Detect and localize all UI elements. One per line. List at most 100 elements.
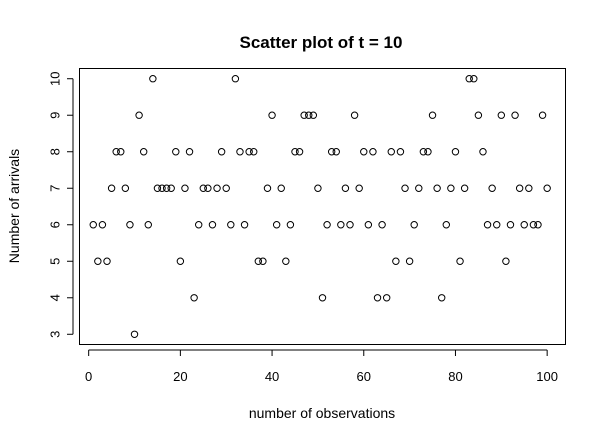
data-point <box>291 148 299 156</box>
data-point <box>438 294 446 302</box>
x-tick-label: 0 <box>85 369 92 384</box>
data-point <box>346 221 354 229</box>
data-point <box>272 221 281 229</box>
data-point <box>520 221 528 229</box>
data-point <box>538 111 547 119</box>
y-tick-label: 9 <box>48 112 63 119</box>
data-point <box>263 184 272 192</box>
x-tick-label: 20 <box>173 369 187 384</box>
data-point <box>277 184 285 192</box>
data-point <box>493 221 501 229</box>
y-axis-label: Number of arrivals <box>6 149 22 263</box>
data-point <box>447 184 455 192</box>
data-point <box>341 184 350 192</box>
data-point <box>259 257 267 265</box>
x-tick-label: 60 <box>357 369 371 384</box>
data-point <box>236 148 244 156</box>
data-point <box>121 184 130 192</box>
data-point <box>208 221 217 229</box>
data-point <box>515 184 524 192</box>
data-point <box>94 257 102 265</box>
y-axis: 3 4 5 6 7 8 9 10 <box>48 71 74 338</box>
y-tick-label: 3 <box>48 331 63 338</box>
chart-title: Scatter plot of t = 10 <box>240 33 403 52</box>
data-point <box>117 148 125 156</box>
data-point <box>250 148 258 156</box>
data-point <box>442 221 450 229</box>
x-axis-label: number of observations <box>249 405 395 421</box>
data-point <box>502 257 510 265</box>
y-tick-label: 10 <box>48 71 63 85</box>
data-point <box>295 148 304 156</box>
data-point <box>474 111 483 119</box>
data-points <box>89 75 551 338</box>
x-tick-label: 40 <box>265 369 279 384</box>
data-point <box>227 221 235 229</box>
data-point <box>511 111 519 119</box>
data-point <box>139 148 148 156</box>
data-point <box>373 294 382 302</box>
data-point <box>488 184 496 192</box>
data-point <box>415 184 423 192</box>
data-point <box>130 330 139 338</box>
data-point <box>172 148 180 156</box>
data-point <box>282 257 290 265</box>
data-point <box>185 148 194 156</box>
data-point <box>204 184 212 192</box>
data-point <box>231 75 240 83</box>
data-point <box>158 184 166 192</box>
data-point <box>199 184 207 192</box>
data-point <box>355 184 363 192</box>
data-point <box>433 184 441 192</box>
data-point <box>305 111 313 119</box>
data-point <box>103 257 111 265</box>
data-point <box>451 148 460 156</box>
data-point <box>89 221 97 229</box>
data-point <box>98 221 107 229</box>
data-point <box>543 184 551 192</box>
data-point <box>314 184 322 192</box>
x-axis: 0 20 40 60 80 100 <box>85 349 558 384</box>
data-point <box>424 148 432 156</box>
data-point <box>135 111 143 119</box>
data-point <box>153 184 162 192</box>
data-point <box>401 184 409 192</box>
data-point <box>318 294 327 302</box>
data-point <box>350 111 359 119</box>
data-point <box>323 221 331 229</box>
data-point <box>309 111 318 119</box>
data-point <box>483 221 492 229</box>
data-point <box>181 184 189 192</box>
data-point <box>222 184 230 192</box>
y-tick-label: 4 <box>48 294 63 301</box>
plot-frame <box>79 68 566 345</box>
data-point <box>327 148 336 156</box>
data-point <box>213 184 221 192</box>
data-point <box>107 184 116 192</box>
data-point <box>332 148 340 156</box>
data-point <box>149 75 157 83</box>
data-point <box>300 111 308 119</box>
data-point <box>364 221 373 229</box>
data-point <box>456 257 464 265</box>
data-point <box>428 111 437 119</box>
data-point <box>382 294 391 302</box>
data-point <box>470 75 478 83</box>
y-tick-label: 8 <box>48 148 63 155</box>
data-point <box>286 221 295 229</box>
x-tick-label: 80 <box>448 369 462 384</box>
data-point <box>190 294 198 302</box>
data-point <box>360 148 368 156</box>
data-point <box>405 257 414 265</box>
y-tick-label: 5 <box>48 258 63 265</box>
data-point <box>534 221 542 229</box>
data-point <box>529 221 538 229</box>
data-point <box>217 148 226 156</box>
data-point <box>392 257 400 265</box>
data-point <box>525 184 533 192</box>
data-point <box>465 75 473 83</box>
data-point <box>479 148 487 156</box>
data-point <box>144 221 152 229</box>
data-point <box>396 148 405 156</box>
